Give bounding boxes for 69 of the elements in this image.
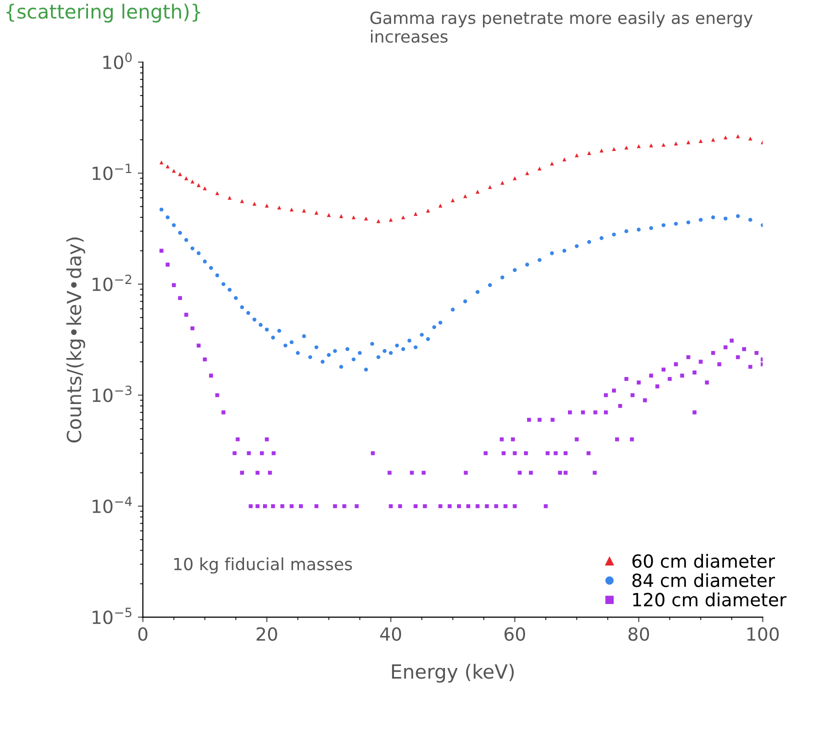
point	[290, 208, 294, 212]
point	[724, 135, 728, 140]
point	[698, 139, 703, 143]
point	[178, 172, 182, 176]
point	[500, 180, 504, 185]
point	[438, 204, 442, 208]
point	[488, 185, 492, 189]
point	[748, 136, 752, 141]
legend-label: 60 cm diameter	[632, 554, 775, 568]
y-tick-label: 10$^{−4}$	[92, 496, 132, 514]
point	[196, 183, 201, 188]
text: {scattering length)}	[6, 4, 200, 23]
legend-label: 120 cm diameter	[633, 592, 786, 606]
point	[686, 140, 690, 144]
point	[636, 144, 641, 148]
point	[364, 216, 368, 221]
y-tick-label: 10$^{−3}$	[92, 386, 132, 402]
point	[215, 191, 220, 196]
y-axis-title: Counts/(kg•keV•day)	[66, 237, 86, 442]
point	[414, 212, 418, 216]
point	[649, 143, 654, 148]
point	[711, 138, 716, 142]
point	[476, 190, 480, 194]
x-tick-label: 20	[256, 627, 278, 641]
point	[525, 171, 530, 176]
x-tick-label: 100	[747, 627, 779, 641]
text: Gamma rays penetrate more easily as energy increases	[370, 11, 753, 43]
point	[228, 196, 232, 200]
point	[388, 218, 393, 222]
point	[736, 134, 740, 138]
point	[662, 142, 666, 147]
x-tick-label: 40	[380, 627, 402, 641]
point	[624, 146, 628, 150]
y-tick-label: 10$^{−1}$	[92, 164, 132, 180]
point	[172, 168, 176, 173]
point	[252, 202, 256, 206]
annotation: 10 kg fiducial masses	[174, 557, 352, 574]
x-axis-title: Energy (keV)	[392, 664, 514, 683]
point	[550, 162, 554, 166]
legend-label: 84 cm diameter	[632, 573, 775, 588]
point	[562, 157, 566, 162]
point	[184, 176, 188, 180]
point	[166, 164, 170, 168]
point	[264, 204, 269, 208]
point	[674, 142, 678, 146]
point	[159, 160, 164, 164]
x-tick-label: 80	[628, 627, 650, 641]
y-tick-label: 10$^{0}$	[103, 52, 132, 70]
point	[352, 215, 356, 220]
point	[426, 208, 430, 213]
point	[401, 215, 406, 220]
point	[463, 194, 468, 198]
point	[190, 180, 194, 184]
point	[314, 210, 318, 215]
point	[339, 214, 344, 218]
point	[600, 148, 604, 152]
point	[587, 151, 592, 155]
point	[376, 219, 380, 224]
point	[240, 199, 244, 204]
y-tick-label: 10$^{−5}$	[92, 608, 132, 624]
point	[538, 166, 542, 171]
point	[612, 147, 616, 151]
point	[202, 186, 207, 190]
x-tick-label: 60	[504, 627, 526, 641]
point	[326, 213, 331, 217]
point	[277, 206, 282, 210]
point	[302, 208, 306, 213]
x-tick-label: 0	[138, 627, 148, 641]
y-tick-label: 10$^{−2}$	[92, 274, 132, 292]
